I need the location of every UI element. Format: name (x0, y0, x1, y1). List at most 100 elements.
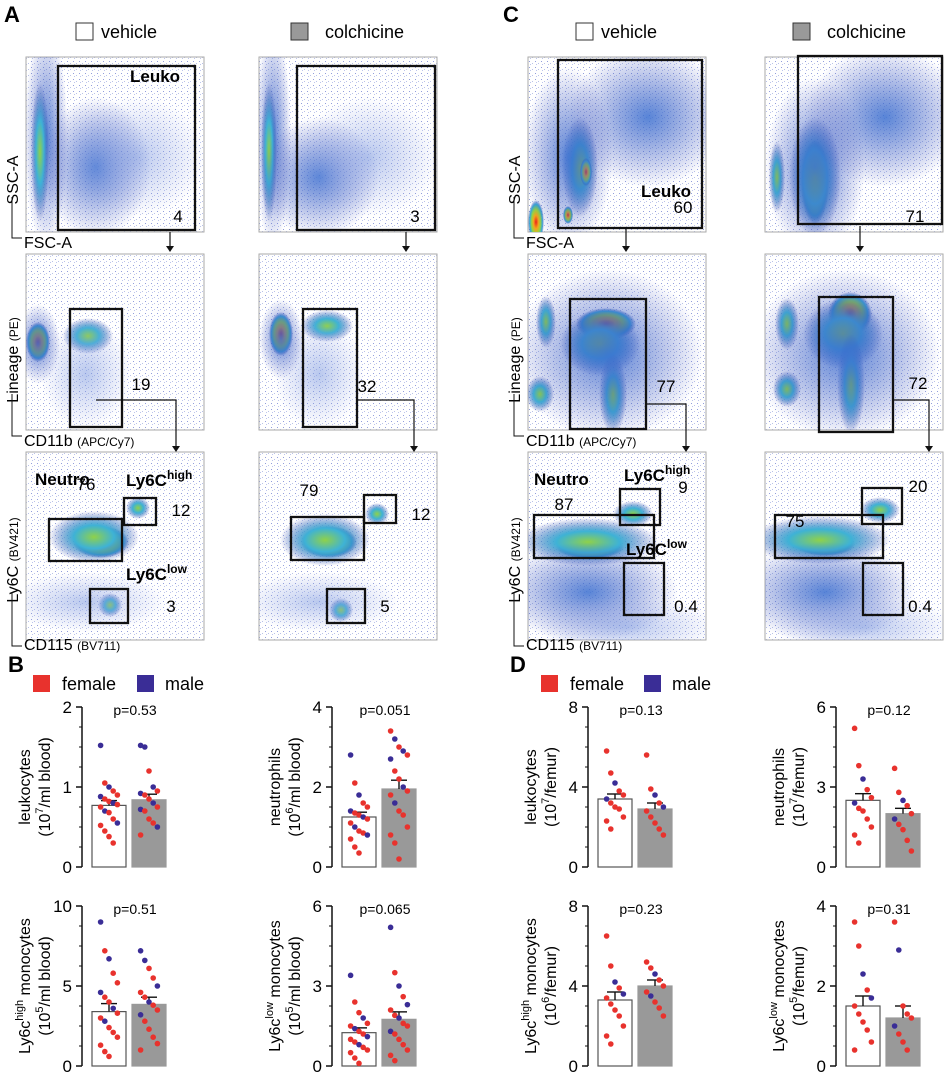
density-cloud (528, 57, 706, 232)
axis-label-part: (BV421) (7, 517, 21, 561)
y-tick-label: 4 (569, 778, 578, 797)
leuko-gate (56, 64, 197, 232)
density-cloud (259, 299, 364, 429)
data-point (396, 983, 402, 989)
data-point (396, 808, 402, 814)
density-blob (568, 57, 706, 187)
y-axis-unit: (106/ml blood) (284, 737, 304, 837)
density-blob (528, 269, 703, 430)
bar-chart-B1: 0 1 2 p=0.53 leukocytes(107/ml blood) (17, 698, 167, 877)
data-point (904, 1047, 910, 1053)
data-point (656, 826, 662, 832)
leuko-gate (796, 54, 944, 226)
data-point (612, 780, 618, 786)
flow-plot (764, 56, 944, 233)
legend-top-a: vehicle colchicine (75, 22, 404, 42)
density-blob (41, 319, 131, 429)
data-point (114, 980, 121, 986)
data-point (154, 824, 161, 830)
data-point (608, 800, 614, 806)
data-point (860, 1019, 866, 1025)
data-point (404, 788, 411, 794)
data-point (851, 800, 858, 806)
data-point (652, 999, 658, 1005)
data-point (652, 792, 658, 798)
y-tick-label: 5 (63, 977, 72, 996)
data-point (643, 959, 650, 965)
data-point (904, 802, 910, 809)
p-value: p=0.53 (113, 702, 156, 718)
cd115-axis-label: CD115 (BV711) (24, 637, 120, 654)
gate-percent: 71 (906, 207, 925, 226)
data-point (364, 1033, 371, 1040)
data-point (360, 830, 367, 836)
data-point (603, 995, 610, 1001)
data-point (652, 971, 658, 977)
y-tick-label: 4 (817, 897, 826, 916)
data-point (608, 826, 614, 832)
y-axis-unit: (107/femur) (540, 747, 560, 827)
axis-label-part: CD11b (526, 433, 575, 450)
data-point (97, 1015, 104, 1021)
data-point (347, 808, 354, 814)
y-tick-label: 8 (569, 698, 578, 717)
flow-plot (258, 56, 438, 233)
gate-percent: 79 (300, 481, 319, 500)
data-point (900, 1003, 906, 1009)
data-point (387, 832, 394, 838)
leuko-gate-label: Leuko (130, 67, 180, 86)
y-axis-unit: (107/femur) (788, 747, 808, 827)
axis-label-part: SSC-A (5, 155, 22, 204)
vehicle-label: vehicle (601, 22, 657, 42)
data-point (364, 1020, 371, 1027)
data-point (856, 1011, 862, 1017)
data-point (114, 801, 121, 808)
axis-label-part: (PE) (7, 317, 21, 341)
density-cloud (765, 497, 943, 640)
density-blob (259, 572, 399, 632)
data-point (387, 756, 394, 762)
density-cloud (26, 304, 131, 429)
data-point (110, 800, 116, 806)
ly6c-axis-label: Ly6C (BV421) (5, 517, 22, 602)
data-point (400, 812, 407, 818)
flow-cytometry-plots: 4 19 76 12 3 3 32 79 12 5 60 77 87 9 0.4 71 72 75 20 0.4 SSC… (5, 54, 944, 654)
data-point (616, 1013, 622, 1019)
data-point (896, 947, 902, 953)
density-blob (805, 57, 943, 187)
flow-A_colchicine: 3 32 79 12 5 (258, 56, 438, 641)
y-tick-label: 6 (313, 897, 322, 916)
data-point (608, 963, 614, 969)
data-point (396, 1015, 402, 1021)
data-point (620, 991, 627, 997)
data-point (137, 742, 144, 749)
gate-percent: 3 (410, 207, 419, 226)
data-point (404, 1023, 411, 1029)
data-point (356, 792, 362, 798)
gate-percent: 12 (172, 501, 191, 520)
data-point (620, 814, 627, 820)
data-point (150, 820, 156, 826)
data-point (142, 957, 148, 964)
gate-connector (646, 403, 687, 446)
y-axis-unit: (105/ml blood) (34, 936, 54, 1036)
cd11b-axis-label: CD11b (APC/Cy7) (24, 433, 134, 450)
gate-percent: 87 (555, 495, 574, 514)
data-point (648, 814, 654, 820)
vehicle-label: vehicle (101, 22, 157, 42)
data-point (908, 848, 915, 854)
data-point (868, 824, 875, 830)
data-point (110, 1005, 116, 1012)
data-point (851, 919, 858, 925)
y-tick-label: 1 (63, 778, 72, 797)
data-point (154, 788, 161, 794)
bar-vehicle (341, 816, 377, 868)
data-point (146, 816, 152, 822)
axis-label-part: (BV421) (509, 517, 523, 561)
bar-colchicine (131, 1003, 167, 1067)
density-blob (126, 497, 150, 519)
data-point (114, 820, 121, 826)
density-blob (49, 511, 139, 563)
colchicine-label: colchicine (325, 22, 404, 42)
female-swatch (541, 675, 558, 692)
